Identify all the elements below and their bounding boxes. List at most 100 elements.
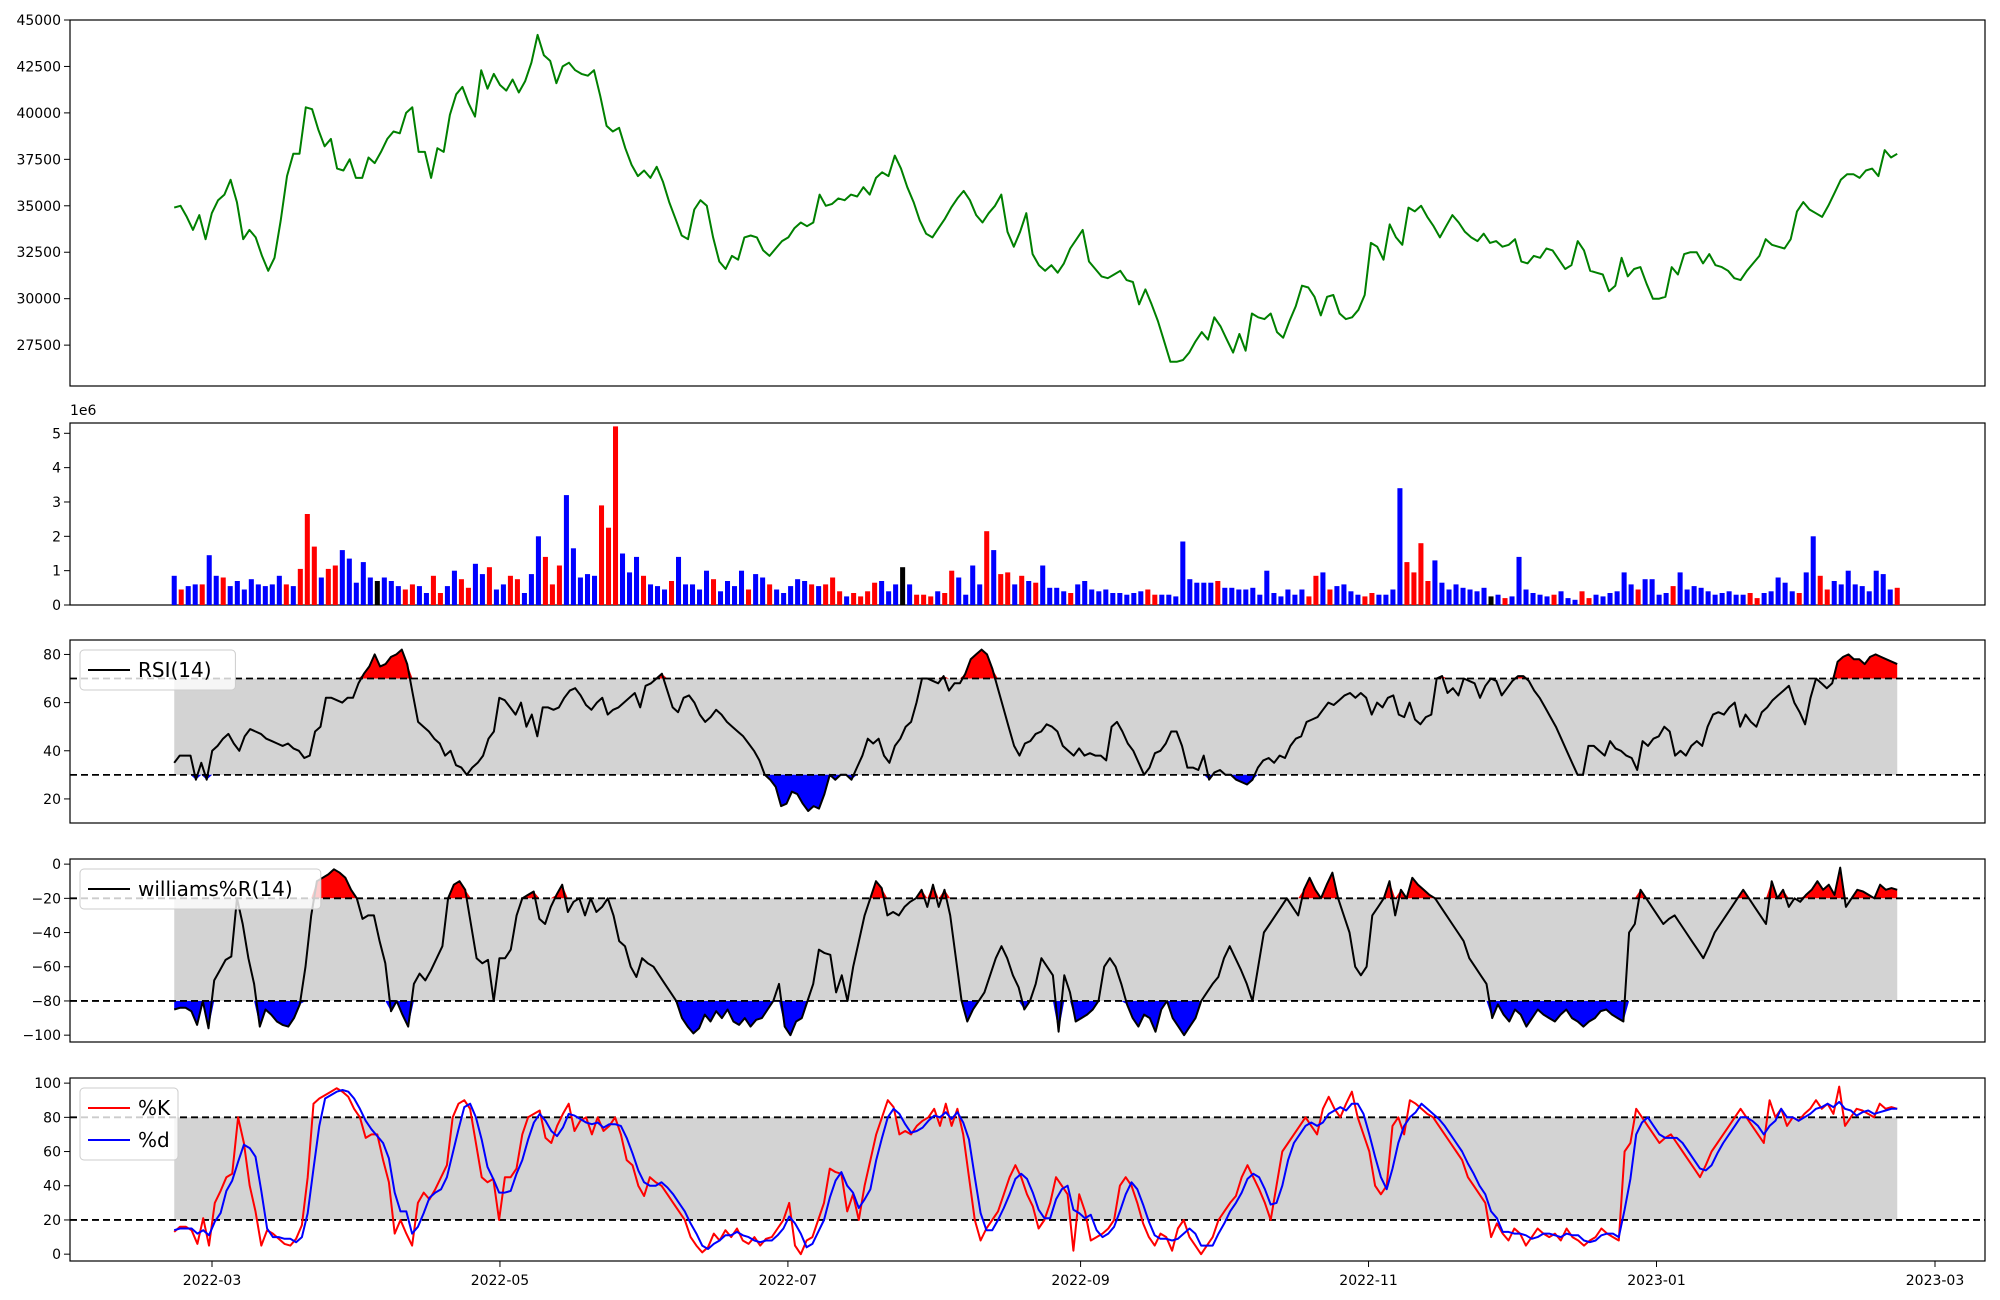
- volume-bar: [1593, 594, 1599, 605]
- volume-bar: [1453, 584, 1459, 605]
- volume-bar: [704, 570, 710, 605]
- volume-bar: [318, 577, 324, 605]
- price-y-tick-label: 35000: [16, 199, 61, 215]
- rsi-legend: [79, 649, 236, 691]
- volume-bar: [360, 562, 366, 605]
- volume-bar: [1502, 598, 1508, 605]
- volume-bar: [1173, 596, 1179, 605]
- volume-bar: [774, 589, 780, 605]
- volume-bar: [1558, 591, 1564, 605]
- williams-r-overbought-fill: [174, 867, 1898, 899]
- volume-bar: [1292, 594, 1298, 605]
- volume-bar: [669, 581, 675, 605]
- volume-bar: [171, 575, 177, 605]
- volume-bar: [1243, 589, 1249, 605]
- volume-bar: [395, 586, 401, 605]
- volume-bar: [1810, 536, 1816, 605]
- volume-bar: [1257, 594, 1263, 605]
- williams-r-legend-label: williams%R(14): [138, 877, 293, 901]
- volume-bar: [1026, 581, 1032, 605]
- volume-bar: [802, 581, 808, 605]
- volume-bar: [1019, 575, 1025, 605]
- volume-bar: [1152, 594, 1158, 605]
- volume-bar: [1894, 587, 1900, 605]
- volume-bar: [998, 574, 1004, 605]
- volume-bar: [1565, 598, 1571, 605]
- volume-bar: [1362, 596, 1368, 605]
- volume-bar: [1719, 593, 1725, 605]
- volume-bar: [388, 581, 394, 605]
- volume-bar: [1285, 589, 1291, 605]
- volume-bar: [690, 584, 696, 605]
- volume-bar: [1579, 591, 1585, 605]
- volume-bar: [304, 514, 310, 605]
- volume-bar: [1103, 589, 1109, 605]
- volume-bar: [1488, 596, 1494, 605]
- volume-bar: [1628, 584, 1634, 605]
- volume-bar: [907, 584, 913, 605]
- volume-bar: [1544, 596, 1550, 605]
- volume-bar: [1348, 591, 1354, 605]
- volume-bar: [921, 594, 927, 605]
- volume-bar: [1425, 581, 1431, 605]
- volume-bar: [977, 584, 983, 605]
- volume-bar: [1327, 589, 1333, 605]
- x-tick-label: 2022-09: [1051, 1273, 1110, 1289]
- volume-bar: [816, 586, 822, 605]
- volume-bar: [1320, 572, 1326, 605]
- volume-bar: [367, 577, 373, 605]
- volume-bar: [1439, 582, 1445, 605]
- volume-bar: [592, 575, 598, 605]
- volume-bar: [984, 531, 990, 605]
- volume-bar: [528, 574, 534, 605]
- volume-bar: [648, 584, 654, 605]
- volume-bar: [381, 577, 387, 605]
- volume-bar: [1222, 587, 1228, 605]
- volume-bar: [1712, 594, 1718, 605]
- stoch-panel: [69, 1077, 1986, 1262]
- volume-bar: [1761, 593, 1767, 605]
- volume-bar: [374, 581, 380, 605]
- volume-bar: [1789, 591, 1795, 605]
- volume-bar: [844, 596, 850, 605]
- williams-r-oversold-fill: [174, 1001, 1898, 1036]
- volume-bar: [781, 593, 787, 605]
- volume-bar: [991, 550, 997, 605]
- volume-bar: [872, 582, 878, 605]
- volume-bar: [1663, 593, 1669, 605]
- volume-bar: [711, 579, 717, 605]
- rsi-neutral-band: [174, 678, 1898, 775]
- volume-bar: [1299, 589, 1305, 605]
- volume-bar: [1537, 594, 1543, 605]
- volume-bar: [1572, 599, 1578, 605]
- volume-bar: [255, 584, 261, 605]
- rsi-y-tick-label: 40: [43, 744, 61, 760]
- volume-bar: [683, 584, 689, 605]
- volume-y-tick-label: 5: [52, 426, 61, 442]
- volume-bar: [1880, 574, 1886, 605]
- volume-bar: [465, 587, 471, 605]
- volume-bar: [900, 567, 906, 605]
- volume-bar: [1264, 570, 1270, 605]
- price-y-tick-label: 32500: [16, 245, 61, 261]
- volume-bar: [1250, 587, 1256, 605]
- volume-bar: [1698, 587, 1704, 605]
- volume-bar: [1411, 572, 1417, 605]
- volume-bar: [1838, 584, 1844, 605]
- volume-bar: [1201, 582, 1207, 605]
- volume-bar: [577, 577, 583, 605]
- volume-bar: [227, 586, 233, 605]
- volume-y-tick-label: 0: [52, 598, 61, 614]
- x-tick-label: 2022-07: [759, 1273, 818, 1289]
- volume-panel: [69, 422, 1986, 606]
- volume-bar: [1208, 582, 1214, 605]
- volume-bar: [928, 596, 934, 605]
- volume-bar: [1040, 565, 1046, 605]
- volume-bar: [1600, 596, 1606, 605]
- volume-bar: [1012, 584, 1018, 605]
- volume-bar: [1670, 586, 1676, 605]
- volume-bar: [641, 575, 647, 605]
- volume-bar: [185, 586, 191, 605]
- volume-bar: [942, 593, 948, 605]
- volume-bar: [1824, 589, 1830, 605]
